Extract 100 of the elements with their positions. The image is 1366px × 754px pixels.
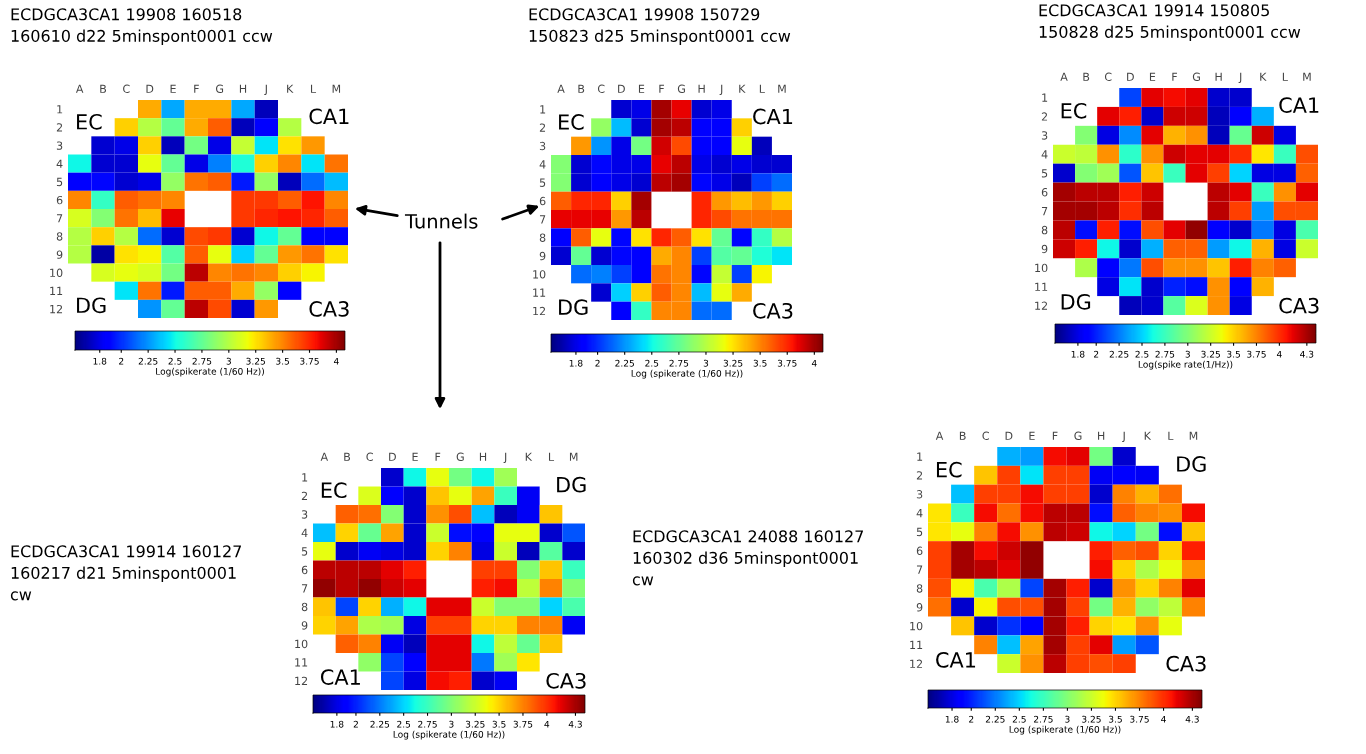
x-tick-label: H xyxy=(1215,72,1222,81)
x-tick-label: K xyxy=(525,452,533,461)
x-tick-label: F xyxy=(1172,72,1178,81)
x-tick-label: E xyxy=(1149,72,1156,81)
chart-title: ECDGCA3CA1 19908 150729 150823 d25 5minspont0001 ccw xyxy=(529,8,791,45)
color-bar-label: 3.75 xyxy=(1247,350,1266,358)
x-tick-label: G xyxy=(215,84,224,93)
x-tick-label: H xyxy=(1098,431,1105,440)
y-tick-label: 5 xyxy=(916,527,923,537)
y-tick-label: 1 xyxy=(57,105,63,114)
y-tick-label: 2 xyxy=(1041,112,1048,121)
y-tick-label: 3 xyxy=(301,510,308,519)
x-tick-label: C xyxy=(597,84,605,93)
x-tick-label: H xyxy=(698,84,705,93)
y-tick-label: 5 xyxy=(301,547,308,556)
color-bar-label: 2.25 xyxy=(370,720,390,728)
y-tick-label: 12 xyxy=(295,676,308,685)
y-tick-label: 8 xyxy=(301,602,308,612)
color-bar-label: 4 xyxy=(333,357,339,365)
color-bar-title: Log (spikerate (1/60 Hz)) xyxy=(393,730,505,740)
y-tick-label: 8 xyxy=(56,232,63,241)
y-tick-label: 7 xyxy=(916,565,923,574)
color-bar-label: 3.5 xyxy=(1227,350,1240,358)
x-tick-label: L xyxy=(548,452,555,461)
x-tick-label: F xyxy=(659,84,665,93)
color-bar-label: 1.8 xyxy=(945,715,959,723)
y-tick-label: 12 xyxy=(1035,301,1048,310)
annotation: CA3 xyxy=(753,302,793,319)
y-tick-label: 9 xyxy=(539,251,546,261)
y-tick-label: 3 xyxy=(539,141,546,151)
annotation: CA1 xyxy=(1279,97,1319,113)
color-bar-label: 2.25 xyxy=(138,357,158,365)
y-tick-label: 2 xyxy=(301,491,308,500)
color-bar-label: 2.25 xyxy=(615,359,634,367)
y-tick-label: 5 xyxy=(539,178,546,187)
annotation: CA3 xyxy=(546,672,586,689)
y-tick-label: 11 xyxy=(295,658,308,667)
color-bar-label: 4 xyxy=(1161,715,1166,723)
x-tick-label: M xyxy=(569,452,578,461)
y-tick-label: 3 xyxy=(56,141,63,150)
y-tick-label: 1 xyxy=(1042,93,1048,102)
x-tick-label: J xyxy=(1121,431,1125,443)
annotation: DG xyxy=(1177,456,1206,472)
y-tick-label: 2 xyxy=(539,123,546,132)
annotation: EC xyxy=(559,114,584,130)
x-tick-label: B xyxy=(959,431,966,440)
color-bar-label: 1.8 xyxy=(1071,350,1085,358)
y-tick-label: 1 xyxy=(302,473,308,482)
y-tick-label: 7 xyxy=(539,215,546,224)
x-tick-label: A xyxy=(935,431,944,440)
y-tick-label: 3 xyxy=(1041,131,1048,140)
color-bar-label: 3 xyxy=(1185,350,1190,358)
x-tick-label: G xyxy=(1074,431,1082,440)
x-tick-label: L xyxy=(1168,431,1174,440)
y-tick-label: 8 xyxy=(916,584,923,593)
annotation: CA1 xyxy=(309,108,349,125)
text: Tunnels xyxy=(404,213,478,229)
color-bar-label: 3.75 xyxy=(1130,715,1149,723)
x-tick-label: H xyxy=(479,452,487,461)
color-bar-label: 2.5 xyxy=(397,720,411,728)
color-bar-label: 3 xyxy=(226,357,231,365)
y-tick-label: 4 xyxy=(1041,150,1048,159)
x-tick-label: D xyxy=(389,452,396,461)
annotation: DG xyxy=(1061,293,1091,310)
x-tick-label: L xyxy=(759,84,765,93)
color-bar-title: Log(spike rate(1/Hz)) xyxy=(1138,360,1233,370)
color-bar-label: 2.25 xyxy=(1109,350,1129,358)
text: ECDGCA3CA1 19914 160127 160217 d21 5minspont0001 cw xyxy=(10,545,241,601)
color-bar-label: 3.5 xyxy=(276,357,289,365)
x-tick-label: F xyxy=(1052,431,1058,440)
x-tick-label: B xyxy=(578,84,585,93)
color-bar-label: 2.25 xyxy=(985,715,1005,723)
color-bar-label: 3.75 xyxy=(513,720,533,728)
x-tick-label: J xyxy=(503,452,507,464)
annotation: DG xyxy=(77,297,106,314)
color-bar-label: 3.75 xyxy=(300,357,319,365)
y-tick-label: 11 xyxy=(50,286,63,295)
color-bar-label: 2.75 xyxy=(418,720,437,728)
color-bar-label: 2.5 xyxy=(168,357,182,365)
color-bar-label: 2 xyxy=(1094,350,1099,358)
y-tick-label: 2 xyxy=(56,123,63,132)
annotation: CA3 xyxy=(1166,655,1206,672)
color-bar-label: 3.5 xyxy=(1108,715,1122,723)
y-tick-label: 4 xyxy=(301,528,308,537)
y-tick-label: 9 xyxy=(301,621,308,630)
y-tick-label: 12 xyxy=(50,304,63,314)
y-tick-label: 3 xyxy=(916,490,923,499)
x-tick-label: H xyxy=(239,84,247,93)
y-tick-label: 4 xyxy=(56,159,63,168)
color-bar-label: 2.75 xyxy=(1155,350,1175,358)
annotation: EC xyxy=(77,113,102,130)
y-tick-label: 9 xyxy=(56,250,63,259)
y-tick-label: 9 xyxy=(1041,244,1048,254)
y-tick-label: 10 xyxy=(1035,263,1048,273)
text: ECDGCA3CA1 24088 160127 160302 d36 5minspont0001 cw xyxy=(632,530,863,586)
color-bar-label: 1.8 xyxy=(330,720,344,728)
x-tick-label: A xyxy=(1060,72,1068,81)
y-tick-label: 10 xyxy=(295,639,308,649)
y-tick-label: 11 xyxy=(1035,282,1048,291)
annotation: CA1 xyxy=(320,669,360,685)
